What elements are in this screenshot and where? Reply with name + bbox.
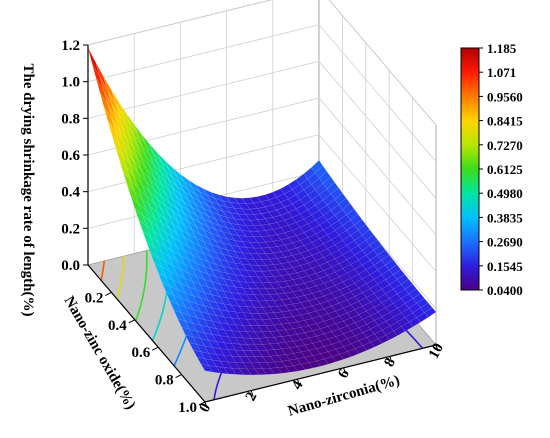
y-axis-title: Nano-zinc oxide(%) bbox=[61, 294, 139, 413]
surface-cell bbox=[308, 360, 321, 369]
surface-cell bbox=[316, 358, 329, 367]
colorbar-tick-label: 0.4980 bbox=[487, 186, 523, 201]
y-tick-label: 1.0 bbox=[178, 400, 197, 416]
surface-cell bbox=[377, 334, 391, 344]
gridline-z bbox=[87, 0, 437, 126]
colorbar-tick-label: 0.1545 bbox=[487, 259, 523, 274]
surface-cell bbox=[293, 364, 306, 372]
colorbar-tick-label: 1.071 bbox=[487, 65, 516, 80]
x-axis-line bbox=[204, 344, 437, 403]
x-tick-mark bbox=[296, 379, 300, 386]
colorbar-tick-label: 0.3835 bbox=[487, 210, 523, 225]
colorbar-tick-label: 0.2690 bbox=[487, 235, 523, 250]
surface-cell bbox=[331, 354, 344, 363]
surface-cell bbox=[246, 368, 260, 376]
contour-line bbox=[100, 260, 105, 281]
colorbar-tick-label: 0.6125 bbox=[487, 162, 523, 177]
contour-line bbox=[116, 256, 125, 300]
surface-cell bbox=[339, 351, 352, 360]
gridline-z bbox=[87, 97, 437, 236]
x-tick-mark bbox=[204, 401, 208, 409]
colorbar-gradient bbox=[460, 47, 480, 291]
surface-cell bbox=[300, 362, 314, 370]
x-tick-mark bbox=[343, 367, 347, 374]
z-tick-label: 0.4 bbox=[61, 185, 80, 201]
x-tick-mark bbox=[389, 356, 393, 363]
gridline-z bbox=[87, 24, 437, 162]
x-tick-mark bbox=[250, 390, 254, 397]
surface-cell bbox=[416, 312, 429, 323]
colorbar-tick-label: 0.7270 bbox=[487, 138, 523, 153]
z-tick-label: 0.8 bbox=[61, 111, 80, 127]
contour-line bbox=[134, 250, 148, 322]
z-tick-label: 0.6 bbox=[61, 148, 80, 164]
y-tick-label: 0.4 bbox=[108, 318, 127, 334]
surface-cell bbox=[393, 326, 406, 336]
colorbar-tick-label: 1.185 bbox=[487, 41, 517, 56]
z-tick-label: 0.2 bbox=[61, 221, 80, 237]
surface-cell bbox=[385, 330, 398, 340]
y-tick-mark bbox=[105, 291, 112, 296]
gridline-z bbox=[87, 60, 437, 199]
surface-cell bbox=[408, 317, 421, 328]
x-axis-title: Nano-zirconia(%) bbox=[286, 373, 401, 420]
surface-cell bbox=[270, 367, 283, 375]
surface-cell bbox=[354, 345, 368, 354]
z-tick-label: 0.0 bbox=[61, 258, 80, 274]
surface-cell bbox=[254, 368, 267, 376]
surface-cell bbox=[424, 307, 437, 318]
surface-cell bbox=[223, 367, 237, 375]
surface-cell bbox=[262, 368, 275, 375]
z-tick-label: 1.2 bbox=[61, 38, 80, 54]
y-tick-mark bbox=[128, 319, 136, 324]
y-tick-label: 0.6 bbox=[131, 345, 150, 361]
y-tick-mark bbox=[175, 374, 182, 379]
surface-cell bbox=[370, 338, 383, 348]
colorbar-tick-label: 0.8415 bbox=[487, 114, 523, 129]
y-tick-label: 0.8 bbox=[155, 373, 174, 389]
surface-mesh bbox=[87, 47, 437, 376]
z-tick-label: 1.0 bbox=[61, 75, 80, 91]
surface-cell bbox=[347, 348, 360, 357]
surface-cell bbox=[200, 364, 214, 373]
y-axis-line bbox=[87, 264, 206, 403]
colorbar-tick-label: 0.0400 bbox=[487, 283, 523, 298]
y-tick-mark bbox=[151, 346, 159, 351]
z-axis-title: The drying shrinkage rate of length(%) bbox=[20, 64, 36, 317]
colorbar-tick-label: 0.9560 bbox=[487, 89, 523, 104]
y-tick-mark bbox=[198, 401, 206, 406]
colorbar: 1.185 1.071 0.9560 0.8415 0.7270 0.6125 0.4980… bbox=[460, 41, 523, 298]
x-tick-mark bbox=[435, 344, 439, 352]
x-tick-label: 10 bbox=[426, 341, 447, 362]
surface-cell bbox=[277, 366, 291, 374]
y-tick-label: 0.2 bbox=[85, 290, 104, 306]
